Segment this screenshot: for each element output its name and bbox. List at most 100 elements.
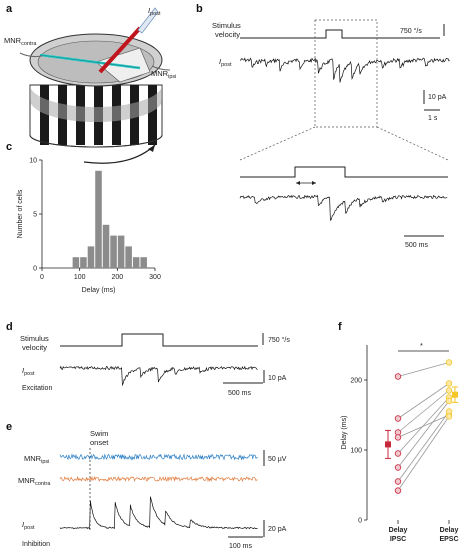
ms-scale-b: 500 ms [405, 242, 428, 249]
histogram-bar [132, 257, 140, 268]
ipost-trace-b-zoom [239, 194, 448, 221]
uv-scale: 50 µV [268, 456, 287, 463]
excitation-label: Excitation [22, 385, 52, 392]
x-tick-label-c: 300 [149, 274, 161, 281]
pair-line [397, 362, 450, 377]
panel-f: f * 0 100 200 Delay (ms) Delay IPSC Delay EPSC [338, 321, 459, 543]
category-label-f: EPSC [439, 536, 458, 543]
stimulus-trace-b [240, 29, 440, 39]
histogram-bar [110, 235, 117, 268]
x-axis-label-c: Delay (ms) [82, 287, 116, 294]
panel-label-f: f [338, 321, 342, 333]
ipost-label-a: Ipost [148, 6, 161, 17]
time-scale-b: 1 s [428, 115, 438, 122]
mean-marker [385, 441, 391, 448]
stim-scale-b: 750 °/s [400, 27, 422, 35]
histogram-chart: 0 100 200 300 0 5 10 Delay (ms) Number of cells [17, 158, 161, 295]
ms-scale-e: 100 ms [229, 543, 252, 550]
pair-line [397, 397, 450, 454]
ms-scale-d: 500 ms [228, 390, 251, 397]
mean-marker [452, 391, 458, 398]
panel-label-d: d [6, 321, 13, 333]
y-tick-label-c: 10 [29, 158, 37, 165]
ipsc-point [394, 487, 402, 494]
epsc-point [445, 413, 453, 420]
y-tick-label-c: 5 [33, 212, 37, 219]
ipost-label-d: Ipost [22, 366, 35, 377]
zoom-box [314, 19, 378, 128]
panel-label-b: b [196, 3, 203, 15]
ipost-label-e: Ipost [22, 520, 35, 531]
histogram-bar [102, 224, 110, 268]
category-label-f: Delay [440, 527, 459, 534]
rotation-arrow [83, 144, 156, 164]
panel-e: e Swim onset MNRipsi MNRcontra 50 µV Ipo… [6, 421, 287, 550]
y-axis-label-f: Delay (ms) [341, 416, 348, 450]
histogram-bar [95, 170, 102, 268]
histogram-bar [125, 246, 132, 268]
ipsc-point [394, 373, 402, 380]
stimulus-label-d-2: velocity [22, 343, 47, 352]
x-tick-label-c: 100 [74, 274, 86, 281]
y-tick-label-f: 100 [350, 448, 362, 455]
y-tick-label-f: 0 [358, 518, 362, 525]
histogram-bar [140, 257, 147, 268]
panel-a: a [4, 3, 176, 164]
ipost-trace-e [59, 496, 258, 530]
pa-scale-b: 10 pA [428, 94, 447, 101]
histogram-bar [87, 246, 95, 268]
histogram-bar [117, 235, 125, 268]
mnr-contra-trace [59, 475, 258, 483]
pa-scale-d: 10 pA [268, 375, 287, 382]
pair-line [397, 383, 450, 419]
stimulus-trace-d [60, 333, 258, 347]
ipsc-point [394, 434, 402, 441]
x-tick-label-c: 200 [111, 274, 123, 281]
ipost-trace-b [239, 57, 450, 83]
stimulus-label-b-2: velocity [215, 30, 240, 39]
pair-line [397, 416, 450, 491]
swim-onset-label-2: onset [90, 438, 109, 447]
epsc-point [445, 359, 453, 366]
y-tick-label-c: 0 [33, 266, 37, 273]
histogram-bar [72, 257, 80, 268]
ipost-trace-d [59, 365, 258, 387]
panel-label-c: c [6, 141, 12, 153]
significance-star: * [420, 341, 423, 350]
swim-onset-label-1: Swim [90, 429, 108, 438]
pair-line [397, 414, 450, 438]
y-tick-label-f: 200 [350, 378, 362, 385]
panel-label-a: a [6, 3, 13, 15]
rotating-drum [19, 7, 171, 164]
y-axis-label-c: Number of cells [17, 189, 24, 238]
panel-label-e: e [6, 421, 12, 433]
mnr-contra-label-a: MNRcontra [4, 36, 37, 47]
mnr-ipsi-label-a: MNRipsi [151, 69, 176, 80]
panel-b: b Stimulus velocity 750 °/s Ipost 10 pA … [196, 3, 450, 249]
pair-line [397, 411, 450, 482]
category-label-f: Delay [389, 527, 408, 534]
ipost-label-b: Ipost [219, 57, 232, 68]
epsc-point [445, 387, 453, 394]
ipsc-point [394, 415, 402, 422]
histogram-bar [80, 257, 87, 268]
stimulus-label-b-1: Stimulus [212, 21, 241, 30]
mnr-contra-label-e: MNRcontra [18, 476, 51, 487]
panel-d: d Stimulus velocity 750 °/s Ipost Excita… [6, 321, 290, 397]
zoom-line-right [376, 126, 449, 161]
category-label-f: IPSC [390, 536, 406, 543]
pa-scale-e: 20 pA [268, 526, 287, 533]
electrode [98, 26, 142, 74]
panel-c: c 0 100 200 300 0 5 10 Delay (ms) Number of cell… [6, 141, 161, 294]
pair-line [397, 390, 450, 433]
mnr-ipsi-label-e: MNRipsi [24, 454, 49, 465]
inhibition-label: Inhibition [22, 541, 50, 548]
pair-line [397, 400, 450, 468]
epsc-point [445, 397, 453, 405]
x-tick-label-c: 0 [40, 274, 44, 281]
zoom-line-left [239, 126, 316, 161]
ipsc-point [394, 464, 402, 471]
paired-scatter-chart: 0 100 200 Delay (ms) Delay IPSC Delay EPSC [341, 345, 459, 543]
